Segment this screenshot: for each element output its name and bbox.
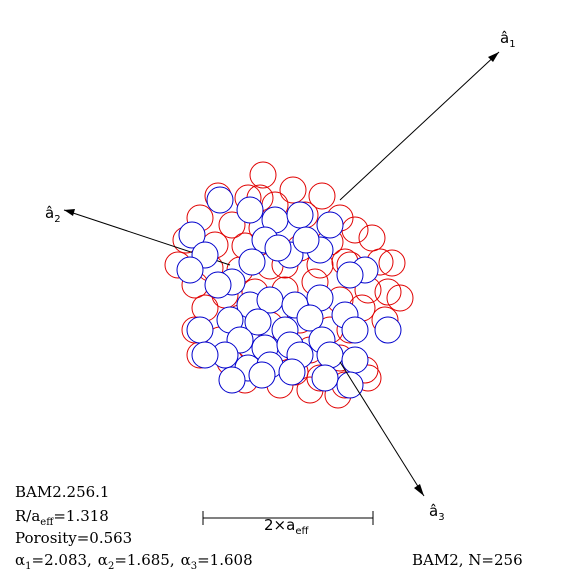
front-sphere	[374, 316, 402, 344]
front-sphere	[176, 256, 204, 284]
front-sphere	[292, 226, 320, 254]
axis-a2-label: â2	[45, 204, 61, 225]
front-sphere	[204, 271, 232, 299]
back-sphere	[374, 278, 402, 306]
back-sphere	[249, 161, 277, 189]
axis-a3	[339, 361, 425, 497]
scale-bar	[202, 511, 374, 525]
footer-label: BAM2, N=256	[412, 551, 523, 569]
porosity: Porosity=0.563	[15, 529, 132, 547]
axis-a3-label: â3	[429, 502, 445, 523]
front-sphere	[186, 316, 214, 344]
front-sphere	[296, 304, 324, 332]
front-sphere	[191, 341, 219, 369]
radius-ratio: R/aeff=1.318	[15, 507, 109, 528]
front-sphere	[178, 221, 206, 249]
back-sphere	[378, 249, 406, 277]
front-spheres	[176, 186, 402, 399]
front-sphere	[236, 196, 264, 224]
front-sphere	[278, 358, 306, 386]
alpha-values: α1=2.083, α2=1.685, α3=1.608	[15, 551, 253, 572]
front-sphere	[341, 346, 369, 374]
back-sphere	[308, 182, 336, 210]
front-sphere	[316, 211, 344, 239]
front-sphere	[248, 361, 276, 389]
front-sphere	[244, 308, 272, 336]
front-sphere	[218, 366, 246, 394]
front-sphere	[311, 364, 339, 392]
front-sphere	[264, 234, 292, 262]
back-sphere	[358, 224, 386, 252]
front-sphere	[341, 316, 369, 344]
axis-a1-label: â1	[500, 29, 516, 50]
front-sphere	[316, 341, 344, 369]
scale-bar-label: 2×aeff	[264, 516, 309, 537]
front-sphere	[336, 371, 364, 399]
back-sphere	[279, 176, 307, 204]
axis-a1	[339, 51, 500, 201]
back-sphere	[218, 211, 246, 239]
front-sphere	[238, 248, 266, 276]
aggregate-id: BAM2.256.1	[15, 483, 109, 501]
front-sphere	[286, 201, 314, 229]
front-sphere	[206, 186, 234, 214]
back-sphere	[386, 284, 414, 312]
front-sphere	[336, 261, 364, 289]
